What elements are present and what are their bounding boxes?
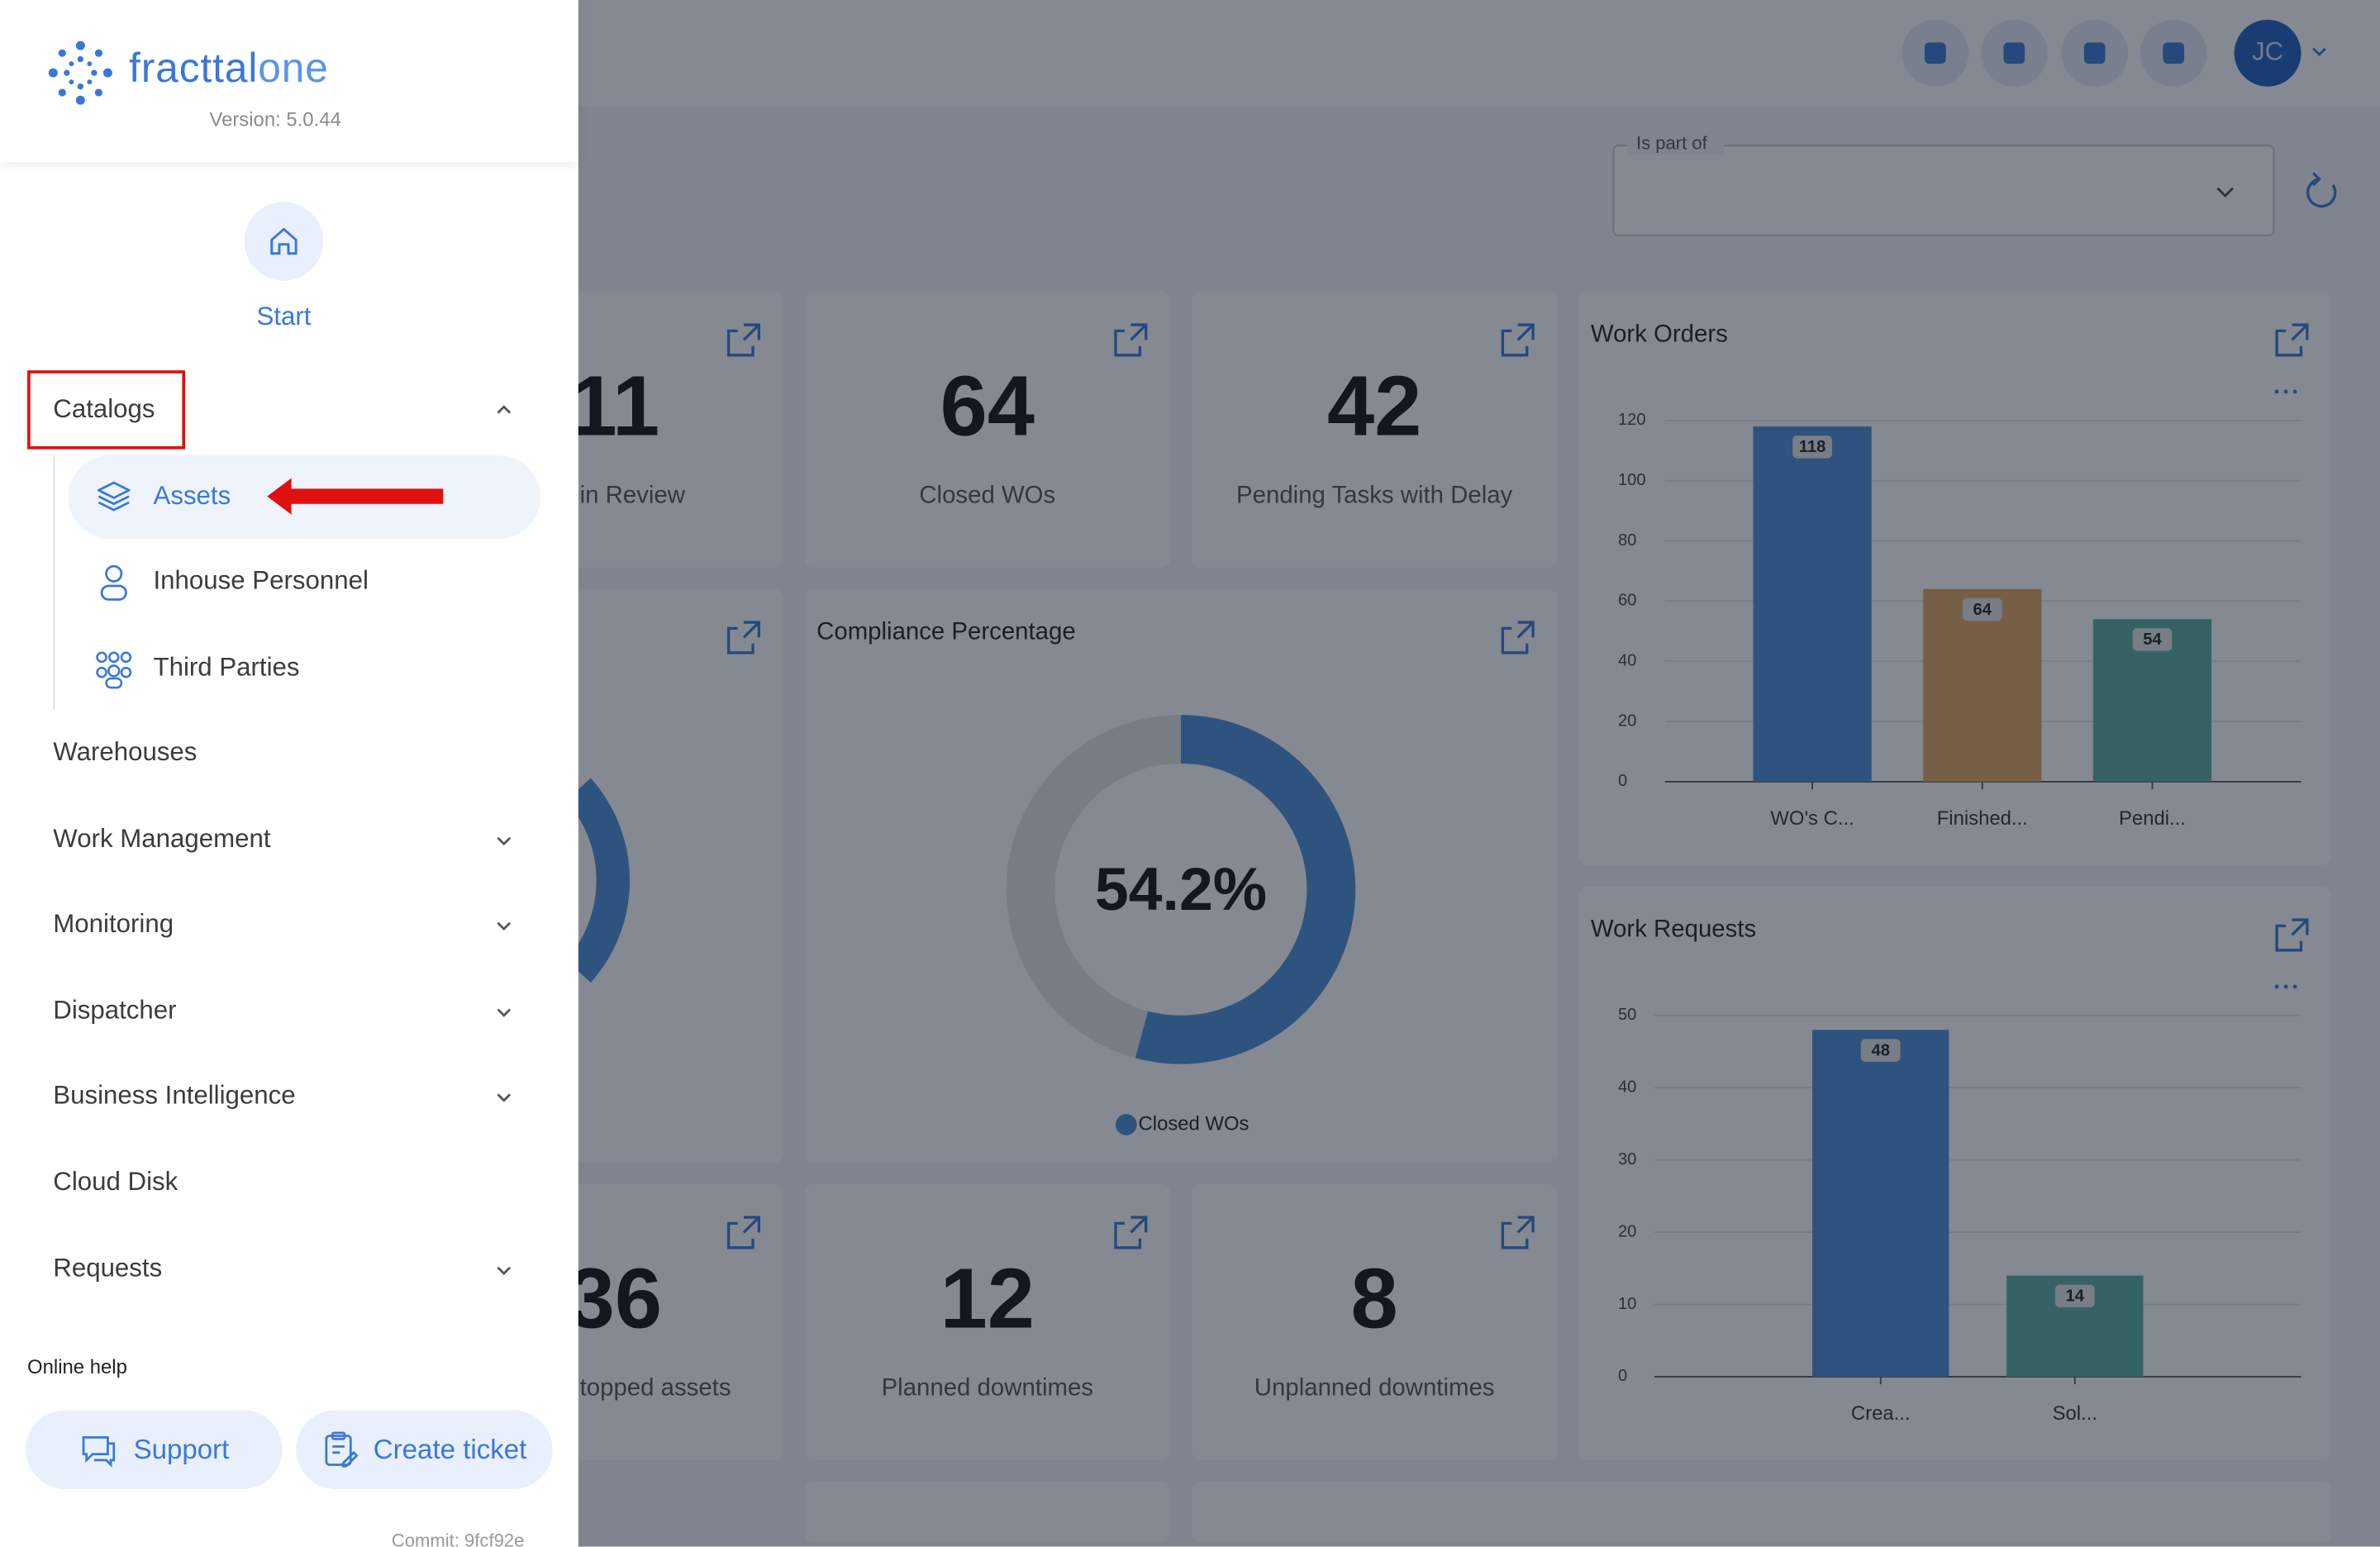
brand: fracttalone	[129, 45, 329, 93]
highlight-box	[27, 370, 186, 450]
support-label: Support	[133, 1433, 230, 1464]
brand-name: fracttal	[129, 45, 259, 92]
menu-item[interactable]: Catalogs	[53, 394, 155, 424]
menu-item[interactable]: Cloud Disk	[53, 1167, 178, 1197]
menu-item[interactable]: Monitoring	[53, 909, 174, 939]
submenu-item[interactable]: Third Parties	[153, 652, 300, 682]
support-button[interactable]: Support	[26, 1410, 283, 1489]
home-icon	[270, 227, 298, 255]
chat-icon	[82, 1436, 116, 1468]
modal-overlay	[578, 0, 2380, 1547]
chevron-down	[497, 1008, 512, 1017]
start-button[interactable]	[244, 202, 324, 281]
brand-accent: one	[258, 45, 329, 92]
menu-item[interactable]: Dispatcher	[53, 995, 177, 1025]
logo-icon	[48, 40, 112, 105]
submenu-item[interactable]: Inhouse Personnel	[153, 566, 369, 595]
chevron-up	[497, 405, 512, 414]
chevron-down	[497, 921, 512, 931]
menu-item[interactable]: Work Management	[53, 824, 271, 854]
online-help: Online help	[27, 1355, 127, 1378]
start-label[interactable]: Start	[256, 302, 312, 331]
create-ticket-button[interactable]: Create ticket	[296, 1410, 553, 1489]
commit: Commit: 9fcf92e	[391, 1530, 525, 1547]
chevron-down	[497, 1093, 512, 1102]
tree-line	[53, 455, 55, 711]
chevron-down	[497, 1266, 512, 1275]
clipboard-icon	[325, 1431, 359, 1468]
version: Version: 5.0.44	[209, 107, 341, 131]
person-icon	[100, 564, 127, 601]
red-arrow	[267, 478, 444, 515]
assets-icon	[98, 481, 131, 512]
group-icon	[96, 651, 132, 689]
menu-item[interactable]: Requests	[53, 1254, 163, 1283]
sidebar: fracttalone Version: 5.0.44 Start Catalo…	[0, 0, 578, 1547]
submenu-item[interactable]: Assets	[153, 481, 231, 511]
menu-item[interactable]: Warehouses	[53, 737, 198, 767]
menu-item[interactable]: Business Intelligence	[53, 1080, 296, 1110]
chevron-down	[497, 836, 512, 846]
create-ticket-label: Create ticket	[373, 1433, 527, 1464]
